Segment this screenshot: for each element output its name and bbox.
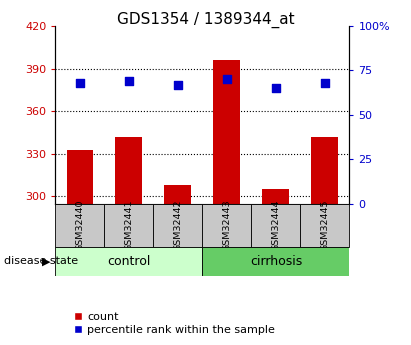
Bar xyxy=(153,204,202,247)
Bar xyxy=(202,247,349,276)
Text: control: control xyxy=(107,255,151,268)
Point xyxy=(224,76,230,82)
Bar xyxy=(202,204,252,247)
Bar xyxy=(252,204,300,247)
Point xyxy=(126,78,132,84)
Bar xyxy=(213,60,240,204)
Text: GSM32442: GSM32442 xyxy=(173,199,182,251)
Bar xyxy=(262,189,289,204)
Text: ▶: ▶ xyxy=(42,256,51,266)
Text: GSM32444: GSM32444 xyxy=(271,199,280,251)
Point xyxy=(175,82,181,87)
Text: GSM32445: GSM32445 xyxy=(320,199,329,251)
Bar xyxy=(55,247,202,276)
Point xyxy=(321,80,328,86)
Text: GSM32443: GSM32443 xyxy=(222,199,231,251)
Text: GSM32440: GSM32440 xyxy=(76,199,85,251)
Bar xyxy=(55,204,104,247)
Bar xyxy=(312,137,338,204)
Text: GDS1354 / 1389344_at: GDS1354 / 1389344_at xyxy=(117,12,294,28)
Bar xyxy=(67,149,93,204)
Bar xyxy=(164,185,192,204)
Text: cirrhosis: cirrhosis xyxy=(250,255,302,268)
Text: disease state: disease state xyxy=(4,256,78,266)
Bar xyxy=(104,204,153,247)
Bar xyxy=(300,204,349,247)
Bar xyxy=(115,137,143,204)
Point xyxy=(77,80,83,86)
Text: GSM32441: GSM32441 xyxy=(125,199,134,251)
Point xyxy=(272,85,279,91)
Legend: count, percentile rank within the sample: count, percentile rank within the sample xyxy=(69,307,279,339)
